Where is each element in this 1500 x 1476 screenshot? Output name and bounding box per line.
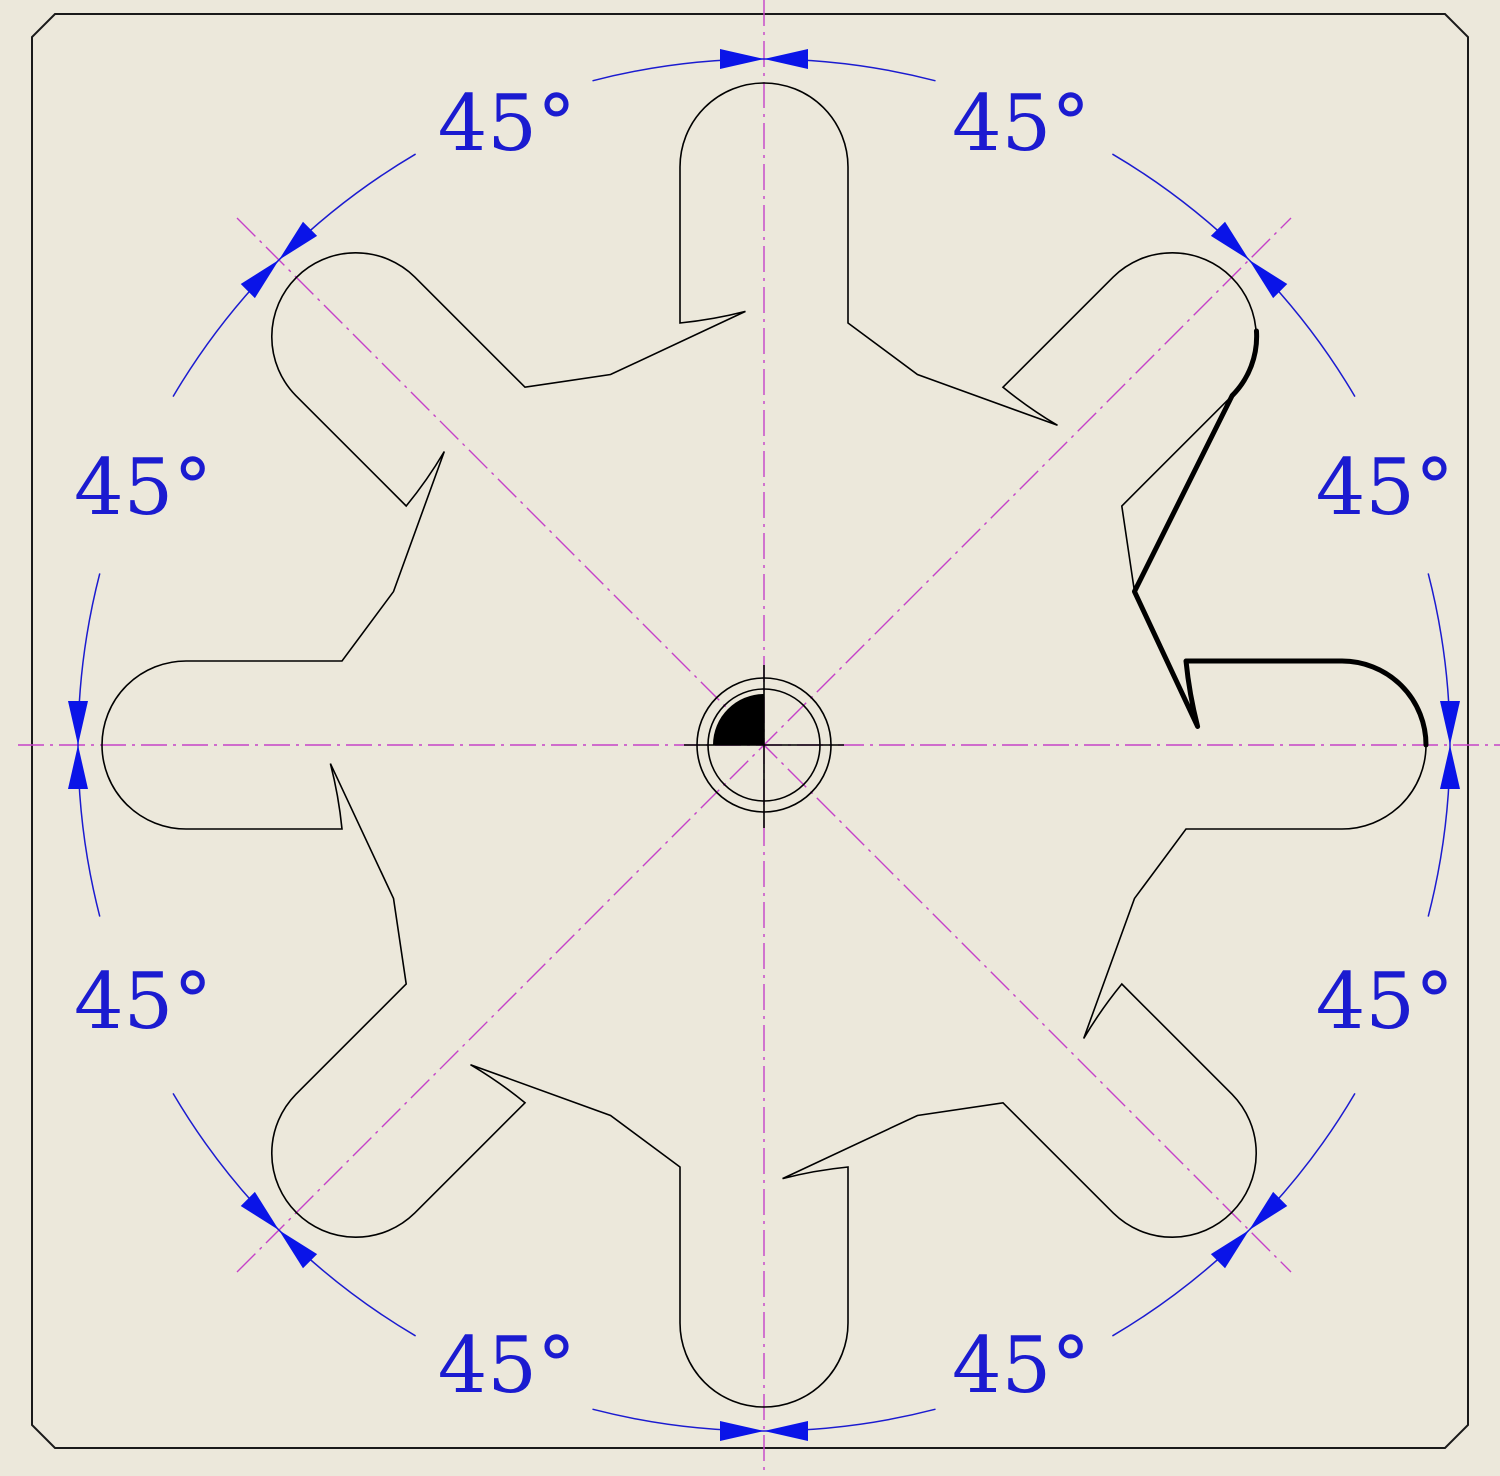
dimension-label: 45° [952, 1321, 1090, 1411]
spoked-wheel-outline[interactable] [101, 82, 1427, 1408]
hub [684, 665, 844, 828]
dimension-arrow [720, 49, 764, 69]
dimension-label: 45° [438, 79, 576, 169]
dimension-arrow [764, 49, 808, 69]
dim-left-upper[interactable]: 45° [763, 1229, 1250, 1432]
dimension-arrow [1440, 745, 1460, 789]
selected-edge-highlight[interactable] [1131, 328, 1429, 748]
dim-right-upper[interactable]: 45° [763, 58, 1250, 261]
dimension-arrow [278, 1230, 318, 1269]
dimension-arrow [240, 1191, 279, 1231]
dimension-arrow [1249, 1191, 1288, 1231]
dimension-arrow [720, 1421, 764, 1441]
dim-right-lower[interactable]: 45° [278, 58, 765, 261]
dim-bottom-right[interactable]: 45° [74, 259, 280, 746]
dimension-label: 45° [952, 79, 1090, 169]
angular-dimensions: 45° 45° 45° 45° 45° 45° 45° 45° [68, 49, 1460, 1441]
dimension-arrow [278, 221, 318, 260]
dimension-label: 45° [1316, 957, 1454, 1047]
dimension-label: 45° [74, 443, 212, 533]
dimension-label: 45° [438, 1321, 576, 1411]
dimension-arrow [1210, 221, 1250, 260]
dim-bottom-left[interactable]: 45° [74, 744, 280, 1231]
dimension-label: 45° [1316, 443, 1454, 533]
dimension-arrow [68, 745, 88, 789]
dimension-arrow [1440, 701, 1460, 745]
dim-top-right[interactable]: 45° [1248, 259, 1454, 746]
dimension-arrow [240, 259, 279, 299]
dim-left-lower[interactable]: 45° [278, 1229, 765, 1432]
dimension-arrow [68, 701, 88, 745]
center-of-gravity-icon [713, 694, 764, 745]
dimension-label: 45° [74, 957, 212, 1047]
dimension-arrow [1210, 1230, 1250, 1269]
dimension-arrow [764, 1421, 808, 1441]
dim-top-left[interactable]: 45° [1248, 744, 1454, 1231]
sheet-border [31, 13, 1469, 1449]
dimension-arrow [1249, 259, 1288, 299]
